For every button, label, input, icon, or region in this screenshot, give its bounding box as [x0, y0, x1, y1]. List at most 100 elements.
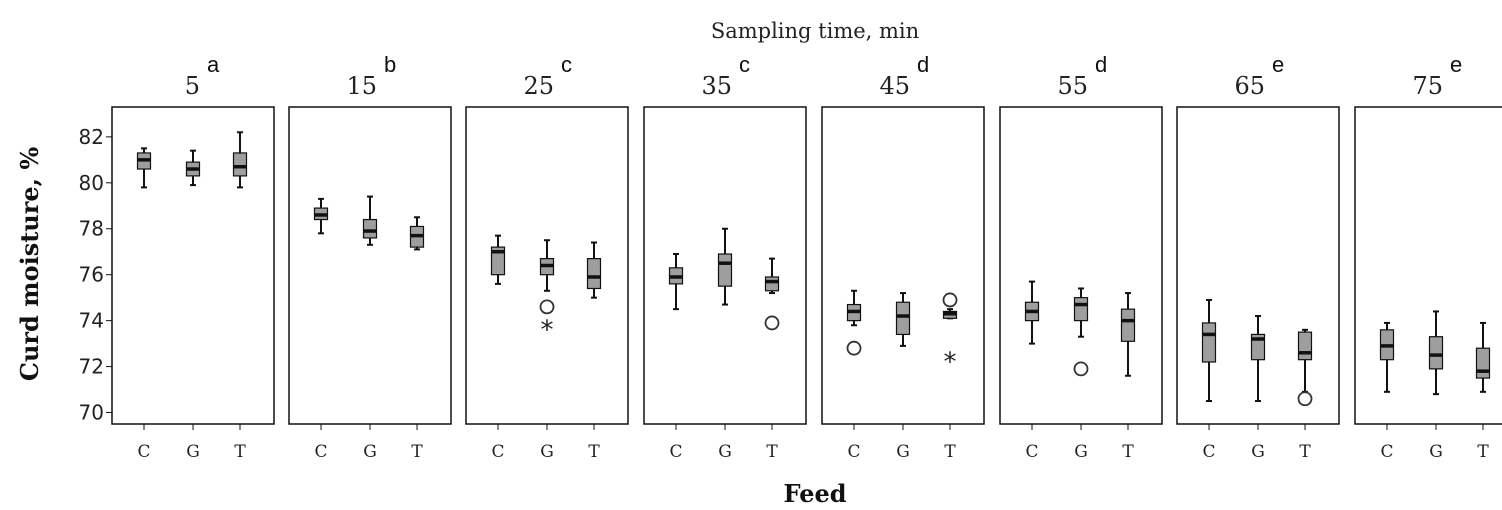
panel-title: 25	[523, 72, 554, 100]
x-tick-label: T	[1299, 442, 1311, 462]
outlier-circle	[942, 292, 958, 308]
box-65-T: T	[1297, 328, 1313, 462]
outlier-circle	[846, 340, 862, 356]
x-tick-label: G	[896, 442, 910, 462]
x-tick-label: T	[411, 442, 423, 462]
box-55-C: C	[1024, 280, 1040, 462]
y-axis-label: Curd moisture, %	[15, 147, 44, 382]
x-tick-label: G	[1074, 442, 1088, 462]
y-axis: 70 72 74 76 78 80 82	[79, 125, 112, 425]
panel-significance-letter: a	[207, 52, 220, 77]
x-tick-label: T	[766, 442, 778, 462]
panel-title: 5	[185, 72, 200, 100]
box-25-T: T	[586, 241, 602, 462]
panel-significance-letter: d	[1095, 52, 1107, 77]
y-tick-label: 74	[79, 309, 104, 333]
panel-title: 35	[701, 72, 732, 100]
x-tick-label: G	[718, 442, 732, 462]
x-tick-label: T	[588, 442, 600, 462]
outlier-circle	[764, 315, 780, 331]
panel-significance-letter: d	[917, 52, 929, 77]
box-5-G: G	[185, 149, 201, 462]
box-65-G: G	[1250, 315, 1266, 462]
box-65-C: C	[1201, 298, 1217, 462]
x-tick-label: G	[1251, 442, 1265, 462]
outlier-circle	[1073, 361, 1089, 377]
panel-title: 45	[879, 72, 910, 100]
box-iqr	[895, 301, 911, 336]
box-iqr	[764, 276, 780, 292]
x-tick-label: G	[1429, 442, 1443, 462]
x-tick-label: T	[944, 442, 956, 462]
x-tick-label: C	[1380, 442, 1393, 462]
panel-significance-letter: c	[561, 52, 572, 77]
box-35-C: C	[668, 253, 684, 462]
box-35-T: T	[764, 257, 780, 462]
y-tick-label: 70	[79, 401, 104, 425]
box-iqr	[232, 152, 248, 177]
box-5-C: C	[136, 147, 152, 462]
box-iqr	[717, 253, 733, 287]
box-iqr	[586, 258, 602, 290]
box-45-G: G	[895, 292, 911, 462]
box-iqr	[1428, 336, 1444, 370]
panel-frame	[288, 106, 452, 425]
outlier-circle	[539, 299, 555, 315]
box-iqr	[1297, 331, 1313, 361]
y-tick-label: 80	[79, 171, 104, 195]
x-tick-label: G	[363, 442, 377, 462]
panel-65: 65 e C G T	[1176, 52, 1340, 462]
extreme-outlier-star: *	[944, 348, 957, 378]
box-45-T: T*	[942, 292, 958, 462]
box-iqr	[1201, 322, 1217, 363]
panel-title: 55	[1057, 72, 1088, 100]
panel-5: 5a C G T	[111, 52, 275, 462]
box-iqr	[490, 246, 506, 276]
x-tick-label: C	[847, 442, 860, 462]
panel-title: 75	[1412, 72, 1443, 100]
y-tick-label: 78	[79, 217, 104, 241]
panel-significance-letter: e	[1272, 52, 1284, 77]
box-55-G: G	[1073, 287, 1089, 462]
box-iqr	[1073, 297, 1089, 322]
x-tick-label: G	[186, 442, 200, 462]
panel-significance-letter: c	[739, 52, 750, 77]
box-45-C: C	[846, 289, 862, 462]
x-tick-label: C	[669, 442, 682, 462]
plot-layer: 70 72 74 76 78 80 82 5a C G T 15 b C G T 25 c C G * T 35 c C G T 45…	[79, 52, 1502, 462]
panel-15: 15 b C G T	[288, 52, 452, 462]
x-axis-label: Feed	[783, 479, 846, 508]
panel-significance-letter: e	[1450, 52, 1462, 77]
box-55-T: T	[1120, 292, 1136, 462]
box-75-T: T	[1475, 321, 1491, 462]
y-tick-label: 72	[79, 355, 104, 379]
box-iqr	[1475, 347, 1491, 379]
box-iqr	[362, 218, 378, 239]
panel-title: 15	[346, 72, 377, 100]
panel-significance-letter: b	[384, 52, 396, 77]
box-15-G: G	[362, 195, 378, 462]
panel-35: 35 c C G T	[643, 52, 807, 462]
y-tick-label: 82	[79, 125, 104, 149]
outlier-circle	[1297, 391, 1313, 407]
box-25-C: C	[490, 234, 506, 462]
box-5-T: T	[232, 131, 248, 462]
x-tick-label: T	[234, 442, 246, 462]
x-tick-label: G	[540, 442, 554, 462]
panel-75: 75 e C G T	[1354, 52, 1502, 462]
box-15-C: C	[313, 197, 329, 462]
x-tick-label: C	[491, 442, 504, 462]
x-tick-label: C	[137, 442, 150, 462]
x-tick-label: T	[1477, 442, 1489, 462]
y-tick-label: 76	[79, 263, 104, 287]
x-tick-label: C	[314, 442, 327, 462]
panel-title: 65	[1234, 72, 1265, 100]
x-tick-label: C	[1025, 442, 1038, 462]
box-iqr	[1120, 308, 1136, 342]
box-75-G: G	[1428, 310, 1444, 462]
box-75-C: C	[1379, 321, 1395, 462]
box-15-T: T	[409, 216, 425, 462]
